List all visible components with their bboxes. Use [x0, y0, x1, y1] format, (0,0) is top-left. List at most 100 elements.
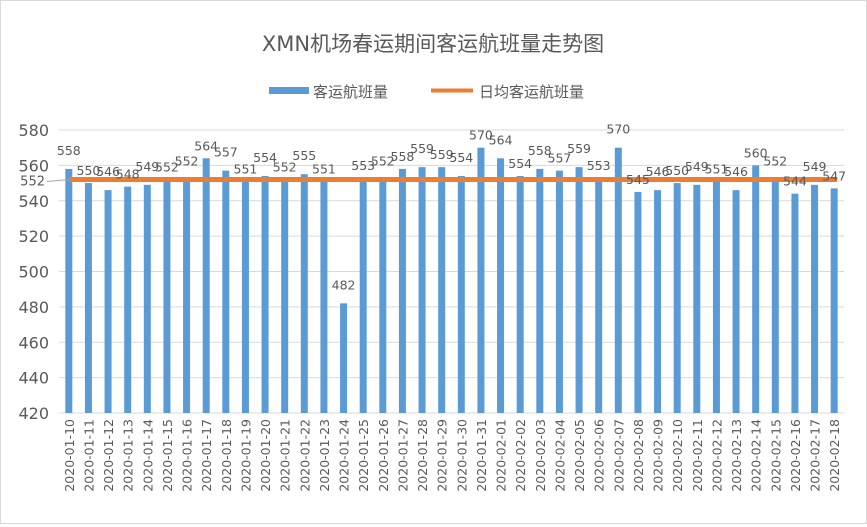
x-tick-label: 2020-02-08 — [631, 419, 646, 492]
bar — [614, 147, 622, 413]
x-tick-label: 2020-02-13 — [729, 419, 744, 492]
x-tick-label: 2020-01-16 — [180, 419, 195, 492]
bar — [693, 184, 701, 413]
bar — [202, 158, 210, 413]
y-tick-label: 440 — [18, 369, 49, 388]
data-label: 548 — [116, 167, 140, 182]
bar — [654, 190, 662, 413]
data-label: 570 — [469, 128, 493, 143]
bar — [320, 181, 328, 413]
y-tick-label: 520 — [18, 227, 49, 246]
x-tick-label: 2020-01-10 — [62, 419, 77, 492]
bar — [830, 188, 838, 413]
data-label: 549 — [803, 159, 827, 174]
data-label: 549 — [685, 159, 709, 174]
x-tick-label: 2020-02-01 — [494, 419, 509, 492]
x-tick-label: 2020-01-12 — [101, 419, 116, 492]
x-tick-label: 2020-01-30 — [454, 419, 469, 492]
bar — [398, 168, 406, 413]
data-label: 558 — [528, 143, 552, 158]
x-tick-label: 2020-01-24 — [337, 419, 352, 492]
data-label: 558 — [391, 149, 415, 164]
bar — [477, 147, 485, 413]
y-tick-label: 480 — [18, 298, 49, 317]
x-tick-label: 2020-02-17 — [808, 419, 823, 492]
x-tick-label: 2020-01-22 — [297, 419, 312, 492]
x-tick-label: 2020-02-14 — [749, 419, 764, 492]
data-label: 553 — [351, 158, 375, 173]
bar — [300, 174, 308, 413]
data-label: 560 — [744, 145, 768, 160]
data-label: 552 — [155, 160, 179, 175]
bar — [438, 167, 446, 413]
bar — [65, 168, 73, 413]
data-label: 564 — [489, 132, 513, 147]
data-label: 570 — [606, 122, 630, 137]
data-label: 546 — [646, 164, 670, 179]
x-tick-label: 2020-01-25 — [356, 419, 371, 492]
data-label: 550 — [77, 163, 101, 178]
y-tick-label: 460 — [18, 333, 49, 352]
x-tick-label: 2020-02-03 — [533, 419, 548, 492]
bar — [359, 177, 367, 413]
data-label: 545 — [626, 172, 650, 187]
x-tick-label: 2020-02-06 — [592, 419, 607, 492]
data-label: 549 — [135, 159, 159, 174]
data-label: 564 — [194, 138, 218, 153]
x-tick-label: 2020-01-23 — [317, 419, 332, 492]
data-label: 554 — [508, 156, 532, 171]
data-label: 557 — [548, 151, 572, 166]
bar — [379, 179, 387, 413]
y-tick-label: 580 — [18, 121, 49, 140]
x-tick-label: 2020-02-05 — [572, 419, 587, 492]
data-label: 551 — [705, 161, 729, 176]
data-label: 552 — [175, 154, 199, 169]
average-leader-line — [46, 179, 69, 183]
data-label: 557 — [214, 145, 238, 160]
x-tick-label: 2020-01-27 — [395, 419, 410, 492]
x-tick-label: 2020-02-18 — [827, 419, 842, 492]
x-tick-label: 2020-01-21 — [278, 419, 293, 492]
y-tick-label: 560 — [18, 156, 49, 175]
bar — [555, 170, 563, 413]
data-label: 551 — [234, 161, 258, 176]
data-label: 551 — [312, 161, 336, 176]
x-tick-label: 2020-01-31 — [474, 419, 489, 492]
x-tick-label: 2020-01-29 — [435, 419, 450, 492]
data-label: 552 — [763, 154, 787, 169]
x-tick-label: 2020-01-26 — [376, 419, 391, 492]
data-label: 547 — [822, 168, 846, 183]
data-label: 559 — [567, 141, 591, 156]
x-tick-label: 2020-02-15 — [768, 419, 783, 492]
data-label: 546 — [96, 164, 120, 179]
bar — [124, 186, 132, 413]
legend-label-line: 日均客运航班量 — [479, 83, 584, 101]
bar — [222, 170, 230, 413]
x-tick-label: 2020-02-11 — [690, 419, 705, 492]
data-label: 544 — [783, 174, 807, 189]
data-label: 553 — [587, 158, 611, 173]
data-label: 554 — [449, 150, 473, 165]
bar — [457, 175, 465, 413]
bar — [340, 303, 348, 413]
bar — [811, 184, 819, 413]
bar — [183, 179, 191, 413]
x-tick-label: 2020-01-18 — [219, 419, 234, 492]
x-tick-label: 2020-01-11 — [81, 419, 96, 492]
bar — [163, 179, 171, 413]
bar — [536, 168, 544, 413]
legend-label-bar: 客运航班量 — [313, 83, 388, 101]
bar — [104, 190, 112, 413]
data-label: 546 — [724, 164, 748, 179]
bar — [516, 175, 524, 413]
x-tick-label: 2020-02-09 — [651, 419, 666, 492]
average-label: 552 — [20, 175, 45, 190]
data-label: 554 — [253, 150, 277, 165]
y-tick-label: 500 — [18, 263, 49, 282]
data-label: 482 — [332, 277, 356, 292]
legend-swatch-bar — [269, 87, 309, 94]
data-label: 559 — [410, 141, 434, 156]
bar — [281, 179, 289, 413]
data-label: 550 — [665, 163, 689, 178]
